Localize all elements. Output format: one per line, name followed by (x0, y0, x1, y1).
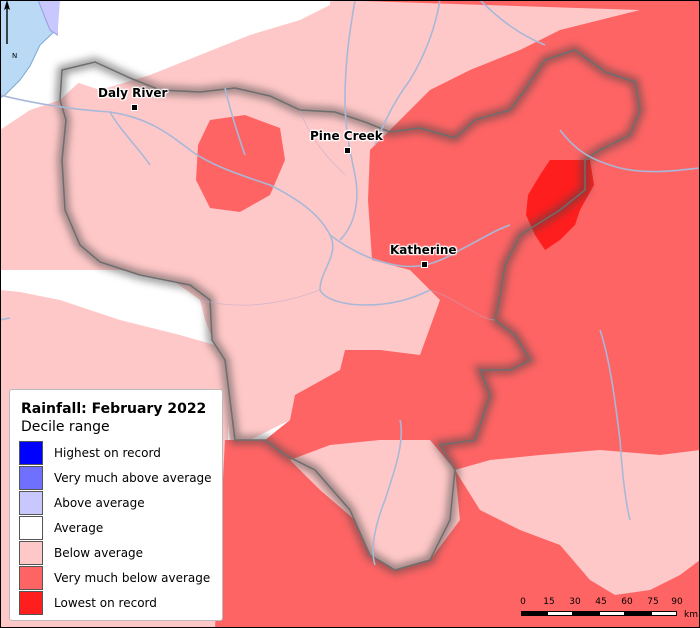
town-marker-katherine (421, 261, 428, 268)
legend-item: Very much above average (19, 466, 219, 490)
legend-swatch (19, 516, 43, 540)
legend-swatch (19, 491, 43, 515)
legend-swatch (19, 566, 43, 590)
town-label-daly-river: Daly River (98, 86, 168, 100)
scale-segment (599, 611, 625, 616)
legend-swatch (19, 541, 43, 565)
district-boundary (59, 49, 641, 571)
scale-tick: 15 (543, 597, 555, 607)
legend-swatch (19, 466, 43, 490)
legend-label: Very much below average (54, 571, 211, 585)
legend: Rainfall: February 2022 Decile range Hig… (9, 389, 223, 621)
scale-tick: 30 (569, 597, 581, 607)
scale-unit: km (684, 610, 698, 620)
scale-segment (651, 611, 677, 616)
outside-area-north (58, 0, 330, 90)
legend-item: Below average (19, 541, 219, 565)
legend-title: Rainfall: February 2022 (21, 401, 207, 417)
legend-swatch (19, 591, 43, 615)
outside-area-west (0, 270, 215, 345)
legend-item: Very much below average (19, 566, 219, 590)
legend-label: Very much above average (54, 471, 212, 485)
north-arrow-icon (4, 0, 10, 44)
scale-bar: 0 15 30 45 60 75 90 km (517, 597, 698, 621)
below-average-patch-mid (290, 440, 460, 570)
scale-segment (547, 611, 573, 616)
town-marker-pine-creek (344, 147, 351, 154)
very-much-below-blob-west (196, 115, 285, 212)
legend-subtitle: Decile range (21, 419, 110, 435)
scale-segment (625, 611, 651, 616)
scale-tick: 60 (621, 597, 633, 607)
legend-item: Highest on record (19, 441, 219, 465)
scale-segment (573, 611, 599, 616)
legend-label: Below average (54, 546, 144, 560)
north-letter: N (12, 52, 18, 60)
legend-label: Highest on record (54, 446, 161, 460)
legend-label: Above average (54, 496, 145, 510)
subdivision-lines (199, 109, 496, 321)
legend-swatch (19, 441, 43, 465)
legend-item: Average (19, 516, 219, 540)
town-label-katherine: Katherine (390, 243, 457, 257)
legend-item: Lowest on record (19, 591, 219, 615)
legend-label: Lowest on record (54, 596, 157, 610)
scale-segment (521, 611, 547, 616)
scale-tick: 75 (647, 597, 659, 607)
town-marker-daly-river (131, 104, 138, 111)
scale-tick: 90 (671, 597, 683, 607)
legend-label: Average (54, 521, 104, 535)
scale-tick: 45 (595, 597, 607, 607)
below-average-patch-se (455, 450, 700, 595)
town-label-pine-creek: Pine Creek (310, 129, 383, 143)
legend-item: Above average (19, 491, 219, 515)
scale-tick: 0 (520, 597, 526, 607)
